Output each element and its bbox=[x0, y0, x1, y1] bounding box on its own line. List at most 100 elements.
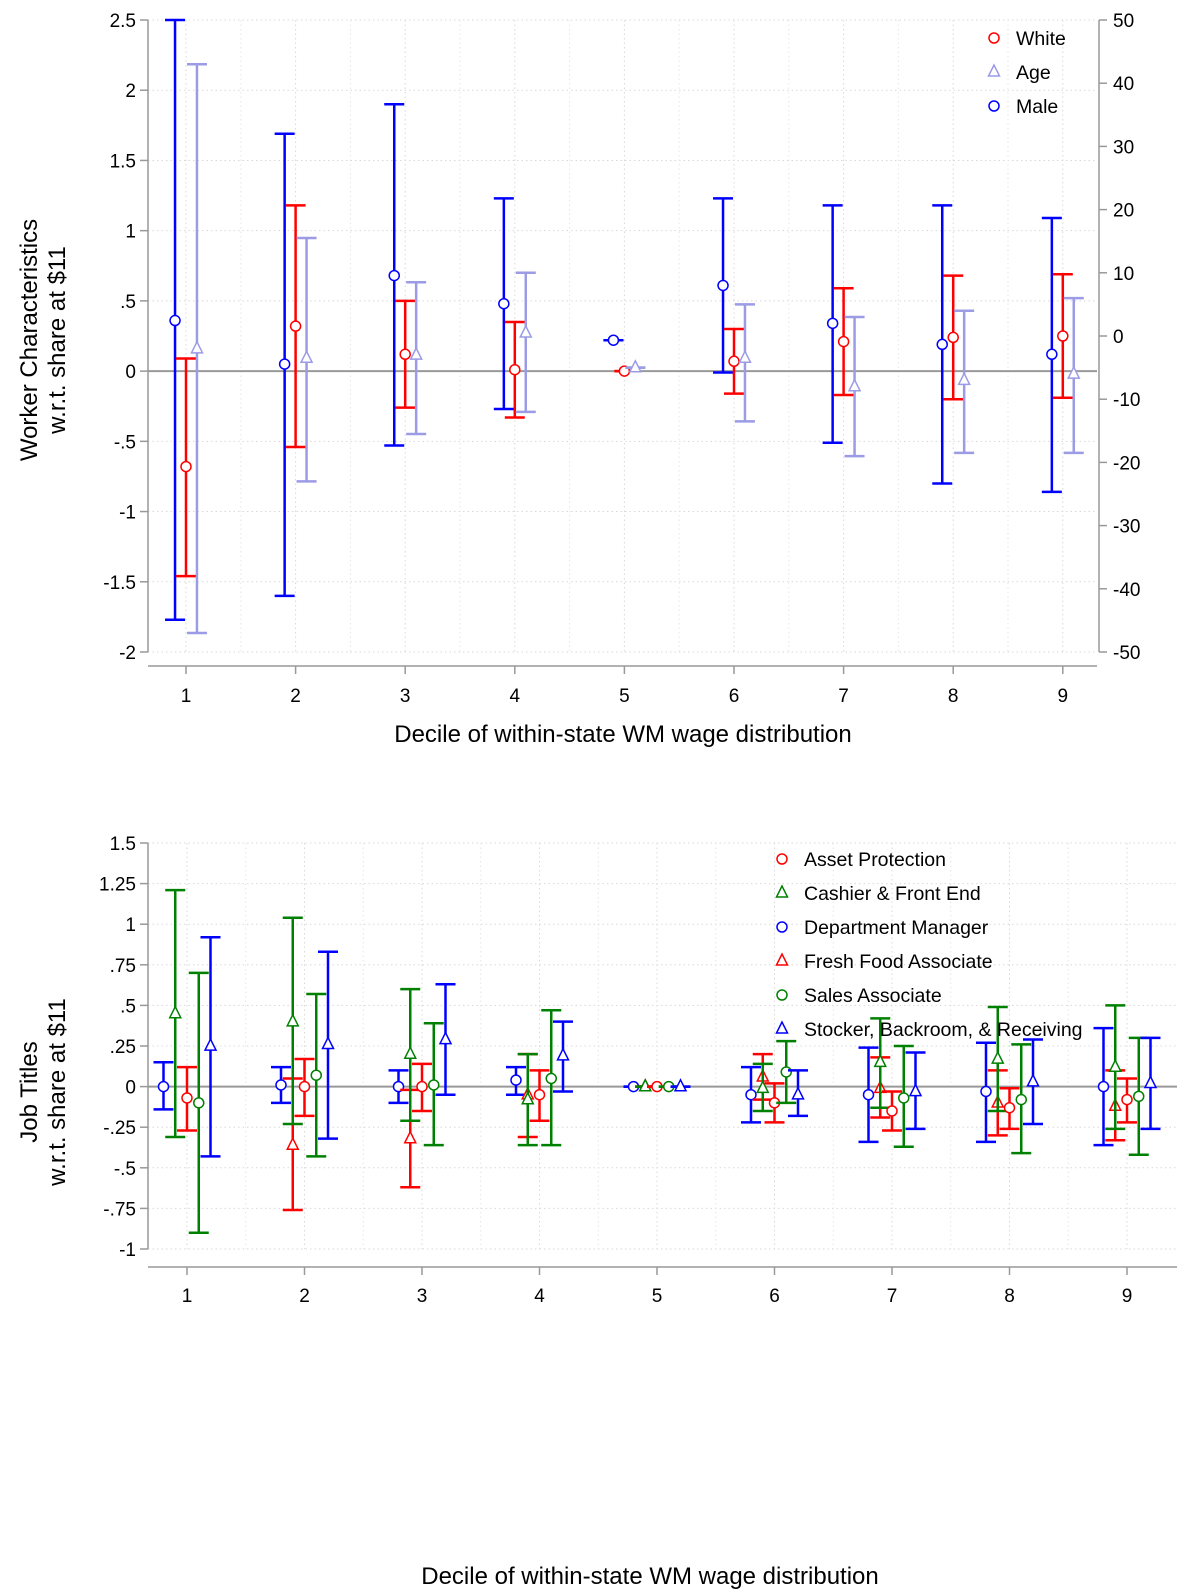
bottom-y-axis-title: Job Titles bbox=[16, 1041, 43, 1142]
age-point bbox=[628, 359, 643, 373]
top-y-tick-label: .5 bbox=[120, 292, 136, 313]
legend-department-manager-label: Department Manager bbox=[804, 917, 989, 939]
age-point bbox=[299, 349, 314, 364]
legend-male-marker bbox=[988, 100, 1000, 112]
legend-department-manager-marker bbox=[776, 921, 788, 933]
bottom-x-tick-label: 7 bbox=[887, 1286, 898, 1307]
stocker-backroom-receiving-point bbox=[556, 1047, 570, 1061]
male-point bbox=[826, 317, 839, 330]
top-y-tick-label: -2 bbox=[119, 643, 136, 664]
bottom-x-axis-title: Decile of within-state WM wage distribut… bbox=[421, 1563, 879, 1590]
legend-cashier-front-end-marker bbox=[775, 884, 789, 898]
bottom-y-tick-label: 1.25 bbox=[99, 875, 136, 896]
stocker-backroom-receiving-point bbox=[908, 1082, 923, 1097]
cashier-front-end-point bbox=[286, 1013, 300, 1027]
white-point bbox=[728, 355, 740, 368]
bottom-x-tick-label: 5 bbox=[652, 1286, 663, 1307]
male-point bbox=[717, 279, 729, 292]
top-x-tick-label: 2 bbox=[290, 686, 301, 707]
top-y2-tick-label: -50 bbox=[1113, 643, 1140, 664]
bottom-y-tick-label: 1 bbox=[125, 915, 136, 936]
age-point bbox=[190, 340, 204, 354]
sales-associate-point bbox=[193, 1097, 205, 1109]
bottom-x-tick-label: 3 bbox=[417, 1286, 428, 1307]
asset-protection-point bbox=[1003, 1101, 1016, 1114]
white-point bbox=[947, 331, 959, 344]
bottom-y-tick-label: 0 bbox=[125, 1078, 136, 1099]
white-point bbox=[1057, 330, 1069, 342]
age-point bbox=[519, 324, 533, 338]
top-y2-tick-label: -30 bbox=[1113, 517, 1140, 538]
white-point bbox=[289, 320, 302, 332]
legend-asset-protection-marker bbox=[776, 853, 788, 865]
cashier-front-end-point bbox=[638, 1078, 652, 1092]
top-y-tick-label: 2.5 bbox=[110, 11, 136, 32]
sales-associate-point bbox=[1133, 1090, 1145, 1103]
bottom-x-tick-label: 6 bbox=[769, 1286, 780, 1307]
male-point bbox=[607, 334, 620, 346]
stocker-backroom-receiving-point bbox=[791, 1086, 805, 1100]
cashier-front-end-point bbox=[1108, 1058, 1122, 1073]
sales-associate-point bbox=[428, 1079, 440, 1091]
asset-protection-point bbox=[886, 1105, 898, 1117]
legend-male-label: Male bbox=[1016, 96, 1058, 118]
top-y-tick-label: 2 bbox=[125, 81, 136, 102]
male-point bbox=[278, 358, 291, 370]
legend-white-label: White bbox=[1016, 28, 1066, 50]
sales-associate-point bbox=[1015, 1093, 1027, 1106]
cashier-front-end-point bbox=[168, 1005, 182, 1019]
stocker-backroom-receiving-point bbox=[321, 1035, 335, 1050]
sales-associate-point bbox=[545, 1072, 557, 1085]
bottom-y-tick-label: -.5 bbox=[114, 1159, 136, 1180]
department-manager-point bbox=[510, 1074, 522, 1086]
legend-stocker-backroom-receiving-marker bbox=[775, 1020, 789, 1034]
male-point bbox=[936, 338, 948, 351]
age-point bbox=[957, 371, 971, 386]
department-manager-point bbox=[275, 1079, 287, 1091]
top-y2-tick-label: 10 bbox=[1113, 264, 1134, 285]
top-y-tick-label: -1.5 bbox=[103, 573, 136, 594]
bottom-x-tick-label: 2 bbox=[299, 1286, 310, 1307]
age-point bbox=[738, 349, 752, 364]
legend-age-label: Age bbox=[1016, 62, 1051, 84]
top-x-tick-label: 4 bbox=[510, 686, 521, 707]
top-x-axis-title: Decile of within-state WM wage distribut… bbox=[394, 721, 852, 748]
asset-protection-point bbox=[533, 1088, 546, 1101]
top-x-tick-label: 6 bbox=[729, 686, 740, 707]
sales-associate-point bbox=[310, 1069, 322, 1081]
legend-sales-associate-marker bbox=[776, 989, 788, 1001]
top-legend: White Age Male bbox=[987, 28, 1066, 118]
top-y-tick-label: -1 bbox=[119, 503, 136, 524]
male-point bbox=[169, 314, 181, 327]
department-manager-point bbox=[980, 1085, 992, 1098]
legend-white-marker bbox=[988, 32, 1000, 44]
top-y-tick-label: 1.5 bbox=[110, 151, 136, 172]
fresh-food-associate-point bbox=[286, 1136, 300, 1150]
bottom-marks bbox=[153, 888, 1161, 1235]
department-manager-point bbox=[1097, 1080, 1110, 1093]
top-y2-tick-label: -10 bbox=[1113, 390, 1140, 411]
top-x-tick-label: 8 bbox=[948, 686, 959, 707]
legend-fresh-food-associate-label: Fresh Food Associate bbox=[804, 951, 993, 973]
bottom-y-tick-label: -.25 bbox=[103, 1118, 136, 1139]
sales-associate-point bbox=[780, 1066, 792, 1078]
legend-asset-protection-label: Asset Protection bbox=[804, 849, 946, 871]
cashier-front-end-point bbox=[991, 1050, 1005, 1064]
bottom-x-tick-label: 9 bbox=[1122, 1286, 1133, 1307]
bottom-y-tick-label: .75 bbox=[110, 956, 136, 977]
bottom-y-tick-label: .25 bbox=[110, 1037, 136, 1058]
bottom-x-tick-label: 1 bbox=[182, 1286, 193, 1307]
bottom-legend: Asset Protection Cashier & Front End Depar… bbox=[775, 849, 1083, 1041]
top-y2-tick-label: 40 bbox=[1113, 74, 1134, 95]
sales-associate-point bbox=[898, 1092, 910, 1104]
cashier-front-end-point bbox=[873, 1053, 887, 1068]
bottom-y-tick-label: .5 bbox=[120, 996, 136, 1017]
asset-protection-point bbox=[181, 1092, 193, 1104]
top-x-tick-label: 5 bbox=[619, 686, 630, 707]
top-y2-tick-label: 30 bbox=[1113, 137, 1134, 158]
male-point bbox=[388, 269, 400, 282]
asset-protection-point bbox=[416, 1080, 428, 1093]
age-point bbox=[847, 378, 862, 392]
white-point bbox=[509, 363, 521, 376]
legend-cashier-front-end-label: Cashier & Front End bbox=[804, 883, 981, 905]
